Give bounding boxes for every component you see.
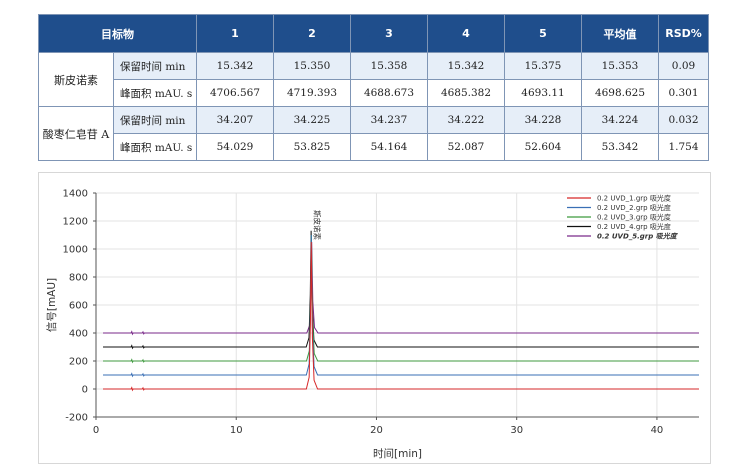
header-cell-run-3: 3 [350,14,428,53]
table-cell: 15.342 [196,52,274,80]
legend-label: 0.2 UVD_4.grp 吸光度 [597,222,671,231]
param-label: 峰面积 mAU. s [113,79,197,107]
y-tick-label: 1400 [63,189,88,200]
table-cell: 53.342 [581,133,659,161]
y-tick-label: 400 [69,329,88,340]
table-cell: 15.353 [581,52,659,80]
header-cell-mean: 平均值 [581,14,659,53]
x-tick-label: 20 [370,425,383,436]
table-cell: 53.825 [273,133,351,161]
table-cell: 0.301 [658,79,709,107]
header-cell-run-2: 2 [273,14,351,53]
table-cell: 0.09 [658,52,709,80]
x-tick-label: 30 [510,425,523,436]
table-cell: 52.087 [427,133,505,161]
table-cell: 34.224 [581,106,659,134]
table-cell: 1.754 [658,133,709,161]
x-tick-label: 10 [230,425,243,436]
legend-label: 0.2 UVD_5.grp 吸光度 [597,232,679,241]
table-cell: 34.222 [427,106,505,134]
header-cell-run-1: 1 [196,14,274,53]
table-cell: 34.237 [350,106,428,134]
series-line [103,234,699,364]
table-cell: 34.207 [196,106,274,134]
legend-label: 0.2 UVD_2.grp 吸光度 [597,203,671,212]
table-cell: 15.350 [273,52,351,80]
table-cell: 15.375 [504,52,582,80]
legend-label: 0.2 UVD_1.grp 吸光度 [597,194,671,203]
series-line [103,230,699,350]
series-line [103,241,699,392]
table-cell: 4706.567 [196,79,274,107]
table-row: 酸枣仁皂苷 A 保留时间 min 34.207 34.225 34.237 34… [38,106,709,161]
y-tick-label: 0 [82,385,88,396]
header-row: 目标物 1 2 3 4 5 平均值 RSD% [38,14,709,53]
compound-name: 斯皮诺素 [38,52,114,107]
table-cell: 15.342 [427,52,505,80]
x-axis-title: 时间[min] [373,447,422,460]
table-cell: 15.358 [350,52,428,80]
header-cell-run-5: 5 [504,14,582,53]
table-cell: 4693.11 [504,79,582,107]
table-cell: 52.604 [504,133,582,161]
header-cell-run-4: 4 [427,14,505,53]
results-table: 目标物 1 2 3 4 5 平均值 RSD% 斯皮诺素 保留时间 min 15.… [38,14,709,161]
legend-label: 0.2 UVD_3.grp 吸光度 [597,213,671,222]
table-row: 峰面积 mAU. s 54.029 53.825 54.164 52.087 5… [39,133,709,161]
table-cell: 4698.625 [581,79,659,107]
series-line [103,234,699,378]
x-tick-label: 40 [651,425,664,436]
param-label: 保留时间 min [113,106,197,134]
y-tick-label: 600 [69,301,88,312]
y-tick-label: 1200 [63,217,88,228]
param-label: 峰面积 mAU. s [113,133,197,161]
y-axis-title: 信号[mAU] [46,278,58,332]
table-cell: 4688.673 [350,79,428,107]
x-tick-label: 0 [93,425,99,436]
table-row: 峰面积 mAU. s 4706.567 4719.393 4688.673 46… [39,79,709,107]
header-cell-rsd: RSD% [658,14,709,53]
table-cell: 54.164 [350,133,428,161]
table-cell: 0.032 [658,106,709,134]
table-row: 斯皮诺素 保留时间 min 15.342 15.350 15.358 15.34… [38,52,709,107]
header-cell-target: 目标物 [38,14,197,53]
y-tick-label: 800 [69,273,88,284]
table-cell: 34.225 [273,106,351,134]
chromatogram-chart: -200 0 200 400 600 800 1000 1200 1400 0 10 20 30 40 时间… [46,189,699,460]
y-tick-label: 200 [69,357,88,368]
table-cell: 34.228 [504,106,582,134]
peak-label: 斯皮诺素 [312,210,322,240]
chromatogram-panel: -200 0 200 400 600 800 1000 1200 1400 0 10 20 30 40 时间… [38,172,711,464]
series-line [103,241,699,336]
y-tick-label: 1000 [63,245,88,256]
table-cell: 4719.393 [273,79,351,107]
y-tick-label: -200 [65,413,88,424]
table-cell: 4685.382 [427,79,505,107]
compound-name: 酸枣仁皂苷 A [38,106,114,161]
table-cell: 54.029 [196,133,274,161]
param-label: 保留时间 min [113,52,197,80]
